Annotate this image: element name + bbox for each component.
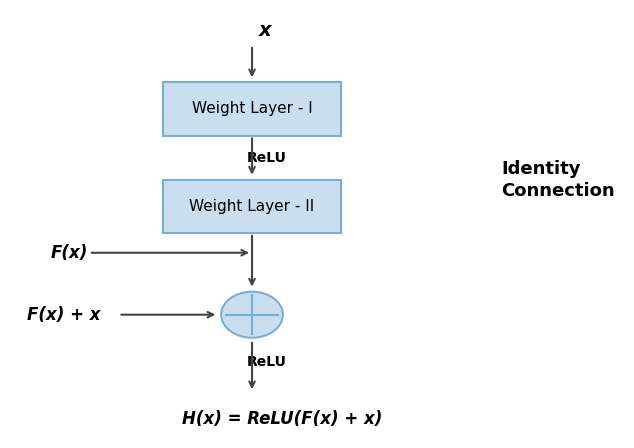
Text: x: x <box>259 22 271 40</box>
FancyBboxPatch shape <box>163 180 341 233</box>
Text: ReLU: ReLU <box>247 151 287 164</box>
Circle shape <box>221 292 283 338</box>
Text: ReLU: ReLU <box>247 355 287 369</box>
Text: Weight Layer - I: Weight Layer - I <box>191 101 313 116</box>
Text: F(x) + x: F(x) + x <box>27 306 100 324</box>
Text: Identity
Connection: Identity Connection <box>501 159 615 200</box>
Text: F(x): F(x) <box>50 244 87 262</box>
FancyBboxPatch shape <box>163 82 341 135</box>
Text: H(x) = ReLU(F(x) + x): H(x) = ReLU(F(x) + x) <box>181 409 382 427</box>
Text: Weight Layer - II: Weight Layer - II <box>190 199 314 214</box>
